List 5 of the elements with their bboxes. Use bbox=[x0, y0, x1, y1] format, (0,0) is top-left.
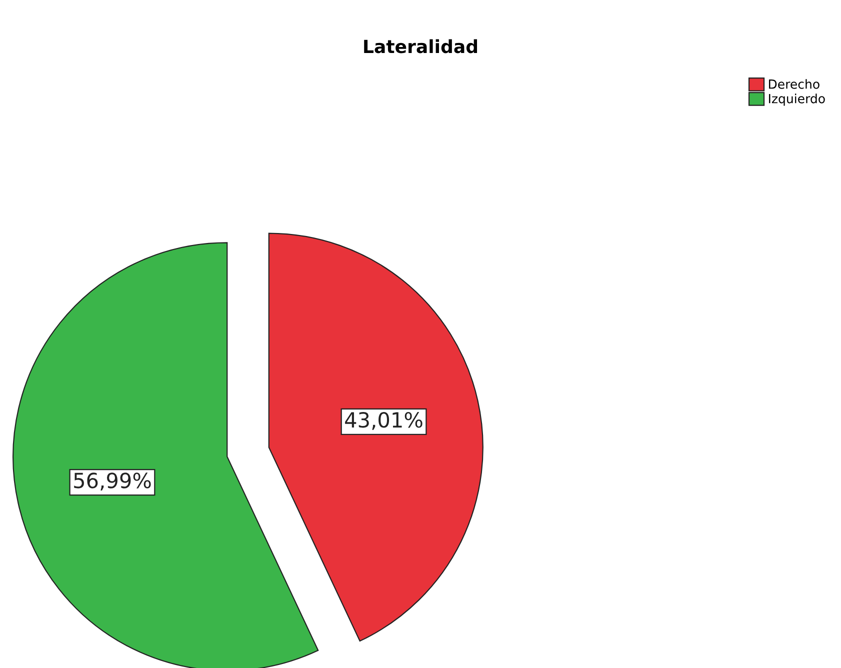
chart-title: Lateralidad bbox=[364, 39, 478, 54]
data-label: 43,01% bbox=[345, 412, 422, 430]
legend-label: Derecho bbox=[769, 79, 820, 89]
data-label: 56,99% bbox=[74, 472, 151, 490]
legend-label: Izquierdo bbox=[769, 94, 825, 106]
